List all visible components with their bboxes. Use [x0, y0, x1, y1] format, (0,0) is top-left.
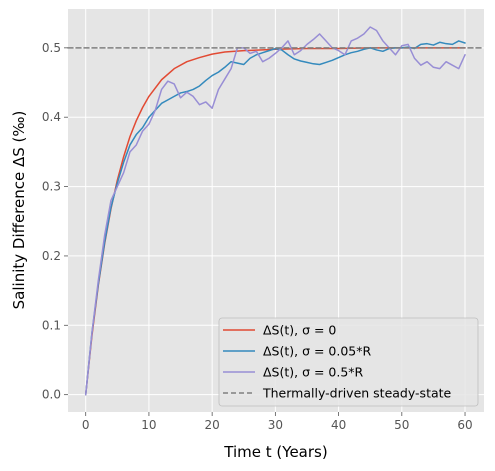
x-axis-ticks: 0 10 20 30 40 50 60 [82, 412, 473, 432]
y-tick-label: 0.0 [42, 388, 61, 402]
x-tick-label: 60 [457, 418, 472, 432]
x-tick-label: 10 [141, 418, 156, 432]
legend-label-2: ΔS(t), σ = 0.5*R [263, 365, 364, 380]
y-tick-label: 0.3 [42, 180, 61, 194]
y-tick-label: 0.5 [42, 41, 61, 55]
series-line-2 [84, 26, 466, 396]
legend-box [218, 317, 479, 407]
y-tick-label: 0.1 [42, 318, 61, 332]
y-tick-label: 0.2 [42, 249, 61, 263]
y-tick-label: 0.4 [42, 110, 61, 124]
x-axis-label: Time t (Years) [223, 443, 327, 461]
legend-label-0: ΔS(t), σ = 0 [263, 323, 336, 338]
y-axis-label: Salinity Difference ΔS (‰) [10, 111, 28, 310]
x-tick-label: 50 [394, 418, 409, 432]
series-line-1 [84, 40, 466, 396]
x-tick-label: 40 [331, 418, 346, 432]
legend-label-3: Thermally-driven steady-state [262, 386, 452, 401]
legend: ΔS(t), σ = 0 ΔS(t), σ = 0.05*R ΔS(t), σ = … [218, 317, 479, 407]
x-tick-label: 0 [82, 418, 90, 432]
x-tick-label: 30 [268, 418, 283, 432]
series-layer [67, 26, 485, 396]
legend-label-1: ΔS(t), σ = 0.05*R [263, 344, 372, 359]
y-axis-ticks: 0.0 0.1 0.2 0.3 0.4 0.5 [42, 41, 68, 402]
x-tick-label: 20 [205, 418, 220, 432]
